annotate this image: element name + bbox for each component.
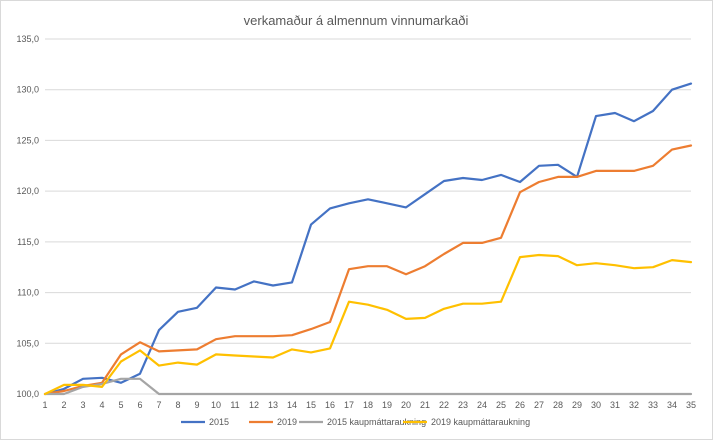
x-tick-label: 23 (458, 400, 468, 410)
series-line-4 (43, 253, 693, 396)
legend-label: 2019 (277, 417, 297, 427)
x-tick-label: 7 (156, 400, 161, 410)
x-tick-label: 16 (325, 400, 335, 410)
x-tick-label: 30 (591, 400, 601, 410)
x-tick-label: 11 (230, 400, 239, 410)
legend-label: 2015 kaupmáttaraukning (327, 417, 426, 427)
x-tick-label: 10 (211, 400, 221, 410)
x-tick-label: 3 (80, 400, 85, 410)
y-tick-label: 115,0 (17, 237, 39, 247)
chart-title: verkamaður á almennum vinnumarkaði (244, 13, 469, 28)
x-tick-label: 28 (553, 400, 563, 410)
x-tick-label: 19 (382, 400, 392, 410)
series-line-1 (43, 82, 693, 396)
x-tick-label: 14 (287, 400, 297, 410)
legend-label: 2019 kaupmáttaraukning (431, 417, 530, 427)
x-tick-label: 34 (667, 400, 677, 410)
x-tick-label: 4 (99, 400, 104, 410)
x-tick-label: 2 (61, 400, 66, 410)
grid-layer (45, 38, 691, 395)
x-tick-label: 31 (610, 400, 620, 410)
series-line-3 (43, 377, 693, 396)
legend-label: 2015 (209, 417, 229, 427)
x-axis-ticks: 1 2 3 4 5 6 7 8 9 10 11 12 13 14 15 16 17 18 19 20 21 22 23 24 2… (42, 400, 696, 410)
x-tick-label: 32 (629, 400, 639, 410)
y-tick-label: 120,0 (16, 186, 39, 196)
x-tick-label: 12 (249, 400, 259, 410)
x-tick-label: 15 (306, 400, 316, 410)
x-tick-label: 17 (344, 400, 354, 410)
x-tick-label: 21 (420, 400, 430, 410)
x-tick-label: 5 (118, 400, 123, 410)
y-tick-label: 135,0 (16, 34, 39, 44)
x-tick-label: 27 (534, 400, 544, 410)
x-tick-label: 9 (194, 400, 199, 410)
series-line-2 (43, 144, 693, 396)
y-tick-label: 110,0 (17, 288, 39, 298)
x-tick-label: 33 (648, 400, 658, 410)
x-tick-label: 29 (572, 400, 582, 410)
x-tick-label: 13 (268, 400, 278, 410)
x-tick-label: 35 (686, 400, 696, 410)
y-tick-label: 125,0 (16, 135, 39, 145)
x-tick-label: 24 (477, 400, 487, 410)
series-layer (43, 82, 693, 396)
x-tick-label: 18 (363, 400, 373, 410)
y-tick-label: 105,0 (16, 338, 39, 348)
x-tick-label: 8 (175, 400, 180, 410)
y-tick-label: 100,0 (16, 389, 39, 399)
y-axis-ticks: 100,0 105,0 110,0 115,0 120,0 125,0 130,0 135,0 (16, 34, 39, 399)
legend: 2015 2019 2015 kaupmáttaraukning 2019 kaupm… (181, 417, 530, 427)
x-tick-label: 25 (496, 400, 506, 410)
x-tick-label: 26 (515, 400, 525, 410)
x-tick-label: 1 (42, 400, 47, 410)
x-tick-label: 22 (439, 400, 449, 410)
y-tick-label: 130,0 (16, 85, 39, 95)
x-tick-label: 6 (137, 400, 142, 410)
x-tick-label: 20 (401, 400, 411, 410)
